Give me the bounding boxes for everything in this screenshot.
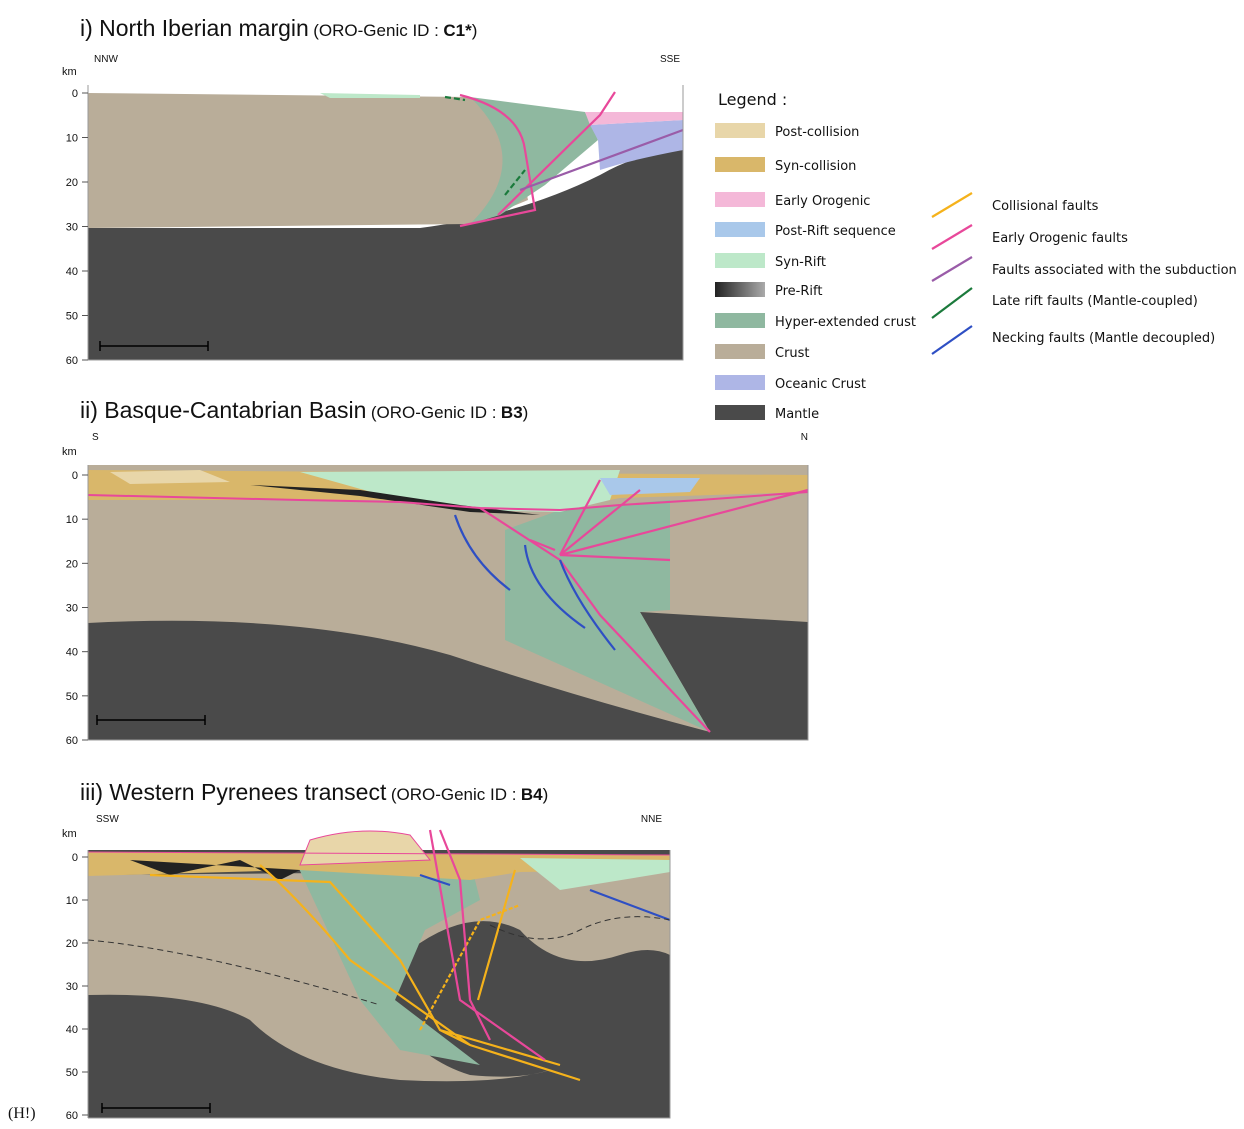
depth-tick-label: 30 [66,981,78,993]
depth-tick-label: 20 [66,938,78,950]
direction-label: SSW [96,814,119,825]
legend-label: Necking faults (Mantle decoupled) [992,331,1215,346]
axis-unit: km [62,828,77,840]
crust [88,93,528,228]
depth-tick-label: 20 [66,177,78,189]
legend-fault-line [932,193,972,217]
depth-tick-label: 60 [66,1110,78,1122]
direction-label: SSE [660,54,680,65]
legend-title: Legend : [718,90,787,109]
legend-label: Early Orogenic faults [992,231,1128,246]
section-title: iii) Western Pyrenees transect (ORO-Geni… [80,779,548,805]
legend-swatch [715,313,765,328]
legend-label: Faults associated with the subduction [992,263,1237,278]
legend-fault-line [932,225,972,249]
post-collision [300,831,430,865]
section-title: i) North Iberian margin (ORO-Genic ID : … [80,15,477,41]
legend-fault-line [932,257,972,281]
depth-tick-label: 40 [66,647,78,659]
legend-label: Pre-Rift [775,284,822,299]
legend-faults: Collisional faults Early Orogenic faults F… [992,199,1237,346]
legend-swatch [715,344,765,359]
depth-tick-label: 50 [66,311,78,323]
legend-swatch [715,157,765,172]
section-1 [88,85,683,360]
legend-label: Post-collision [775,125,859,140]
depth-tick-label: 0 [72,852,78,864]
direction-label: NNW [94,54,118,65]
legend-swatch [715,253,765,268]
legend-label: Syn-Rift [775,255,826,270]
depth-tick-label: 40 [66,266,78,278]
axis-unit: km [62,66,77,78]
depth-tick-label: 60 [66,355,78,367]
legend-label: Hyper-extended crust [775,315,916,330]
section-title: ii) Basque-Cantabrian Basin (ORO-Genic I… [80,397,528,423]
legend-swatch [715,375,765,390]
legend-units: Post-collision Syn-collision Early Orogeni… [775,125,916,422]
depth-tick-label: 10 [66,133,78,145]
legend-label: Post-Rift sequence [775,224,896,239]
depth-tick-label: 10 [66,514,78,526]
depth-tick-label: 0 [72,470,78,482]
legend-label: Early Orogenic [775,194,870,209]
section-3 [88,830,670,1118]
depth-tick-label: 0 [72,88,78,100]
figure: i) North Iberian margin (ORO-Genic ID : … [0,0,1244,1129]
section-2 [88,465,808,740]
footer-label: (H!) [8,1105,36,1122]
direction-label: NNE [641,814,662,825]
legend-swatch [715,192,765,207]
depth-tick-label: 20 [66,558,78,570]
depth-tick-label: 10 [66,895,78,907]
depth-tick-label: 40 [66,1024,78,1036]
legend-swatch [715,222,765,237]
legend-label: Late rift faults (Mantle-coupled) [992,294,1198,309]
legend-label: Syn-collision [775,159,856,174]
legend-swatch [715,405,765,420]
depth-tick-label: 60 [66,735,78,747]
legend-swatch [715,282,765,297]
legend-label: Crust [775,346,810,361]
legend-label: Mantle [775,407,819,422]
axis-unit: km [62,446,77,458]
legend-swatch [715,123,765,138]
legend-fault-line [932,326,972,354]
direction-label: S [92,432,99,443]
depth-tick-label: 50 [66,1067,78,1079]
depth-tick-label: 30 [66,222,78,234]
legend-label: Oceanic Crust [775,377,866,392]
depth-tick-label: 50 [66,691,78,703]
legend-fault-line [932,288,972,318]
direction-label: N [801,432,808,443]
depth-tick-label: 30 [66,603,78,615]
legend-label: Collisional faults [992,199,1099,214]
